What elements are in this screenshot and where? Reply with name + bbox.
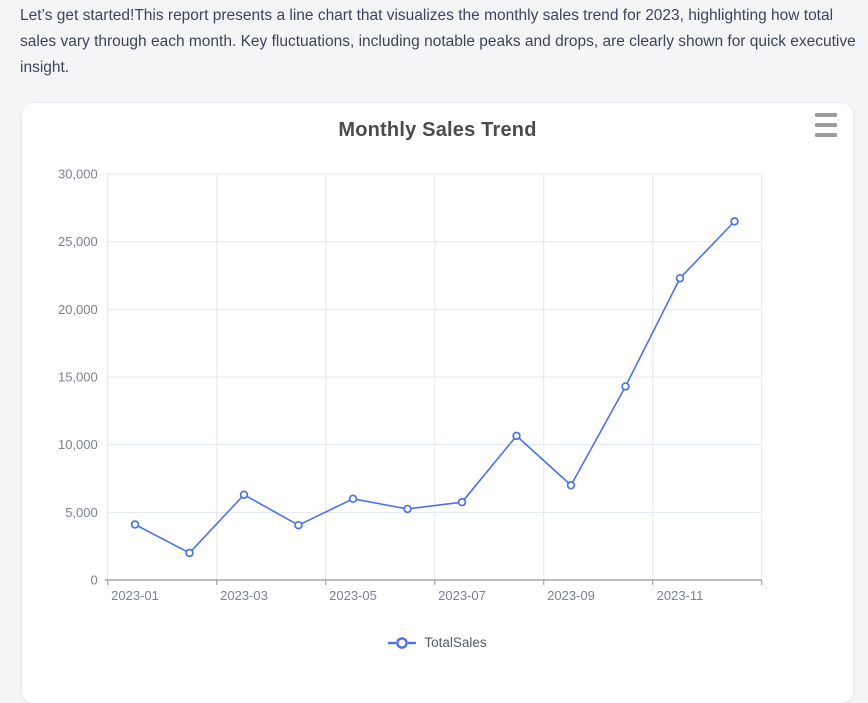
y-axis-tick-label: 20,000 [58, 302, 98, 317]
hamburger-menu-icon [815, 123, 837, 127]
data-point-marker [457, 497, 467, 507]
y-axis-tick-label: 0 [91, 573, 98, 588]
y-axis-tick-label: 15,000 [58, 370, 98, 385]
data-point-marker [185, 548, 194, 558]
data-point-marker [239, 490, 249, 499]
data-point-marker [403, 504, 412, 514]
x-axis-tick-label: 2023-01 [111, 588, 159, 603]
y-axis-tick-label: 30,000 [58, 167, 98, 182]
data-point-marker [621, 382, 630, 391]
x-axis-tick-label: 2023-07 [438, 588, 486, 603]
intro-text: Let’s get started!This report presents a… [20, 7, 856, 76]
data-point-marker [348, 494, 358, 504]
x-axis-tick-label: 2023-11 [657, 588, 704, 603]
legend-line-marker-icon [388, 636, 417, 649]
x-axis-tick-label: 2023-03 [220, 588, 268, 603]
legend-label: TotalSales [424, 635, 487, 650]
x-axis-tick-label: 2023-09 [547, 588, 595, 603]
data-point-marker [675, 273, 685, 283]
data-point-marker [294, 520, 303, 530]
hamburger-menu-icon [815, 133, 837, 137]
hamburger-menu-icon [815, 113, 837, 117]
y-axis-tick-label: 25,000 [58, 234, 98, 249]
chart-title: Monthly Sales Trend [338, 119, 537, 141]
chart-legend: TotalSales [22, 635, 853, 650]
data-point-marker [730, 217, 739, 226]
sales-line-chart: 0 5,000 10,000 15,000 20,000 25,000 30,000 2023… [58, 167, 763, 603]
data-point-marker [566, 481, 576, 490]
data-point-marker [512, 431, 521, 441]
hamburger-menu-button[interactable] [815, 111, 841, 139]
chart-card: 0 5,000 10,000 15,000 20,000 25,000 30,000 2023… [22, 103, 853, 703]
data-point-marker [130, 520, 140, 529]
totalsales-line [134, 220, 736, 554]
x-axis-tick-label: 2023-05 [329, 588, 377, 603]
legend-item-totalsales[interactable]: TotalSales [388, 635, 487, 650]
y-axis-tick-label: 5,000 [65, 505, 98, 520]
y-axis-tick-label: 10,000 [58, 437, 98, 452]
